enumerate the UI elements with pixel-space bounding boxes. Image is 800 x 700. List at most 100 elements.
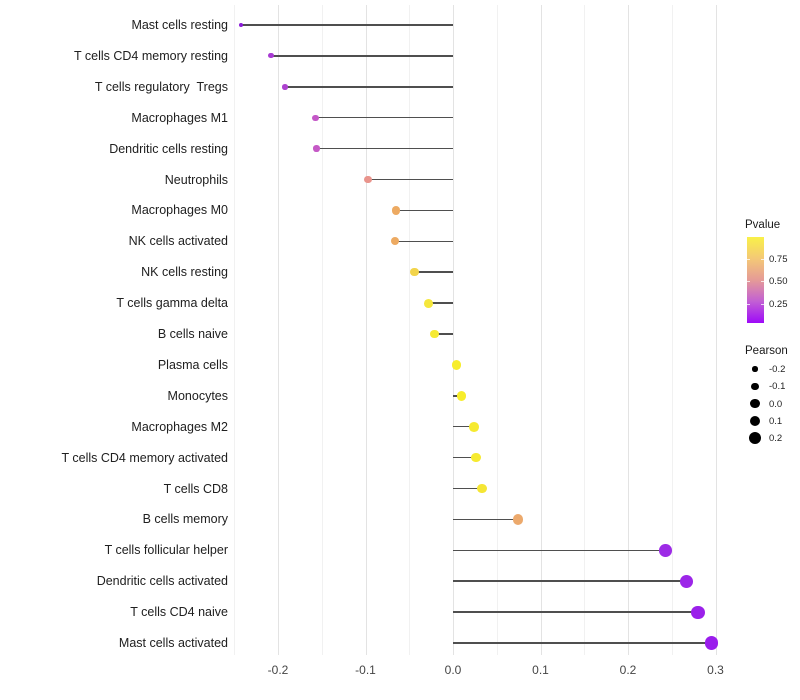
lollipop-stick (453, 580, 687, 582)
lollipop-stick (285, 86, 453, 88)
lollipop-dot (392, 206, 401, 215)
pvalue-colorbar (747, 237, 764, 323)
y-axis-label: NK cells activated (128, 234, 228, 249)
gridline-minor (234, 5, 236, 655)
lollipop-dot (313, 145, 320, 152)
pvalue-tick-label: 0.50 (769, 276, 788, 287)
colorbar-notch (747, 281, 750, 282)
lollipop-dot (659, 544, 672, 557)
lollipop-stick (453, 549, 666, 552)
x-axis-tick-label: 0.3 (707, 663, 724, 677)
lollipop-stick (395, 240, 453, 243)
lollipop-dot (364, 175, 372, 184)
lollipop-dot (312, 114, 319, 121)
gridline-minor (409, 5, 411, 655)
pearson-legend-title: Pearson (745, 345, 788, 357)
y-axis-label: Mast cells resting (131, 18, 228, 32)
colorbar-notch (761, 304, 764, 305)
lollipop-stick (434, 333, 453, 335)
colorbar-notch (761, 259, 764, 260)
pearson-legend-label: 0.0 (769, 398, 783, 410)
gridline-major (715, 5, 717, 655)
y-axis-label: T cells gamma delta (116, 296, 228, 311)
y-axis-label: Macrophages M2 (131, 419, 228, 434)
lollipop-stick (315, 116, 453, 119)
lollipop-dot (680, 574, 694, 588)
lollipop-dot (476, 483, 487, 494)
x-axis-tick-label: -0.1 (355, 663, 376, 677)
y-axis-label: Neutrophils (164, 172, 228, 187)
pearson-legend-label: -0.2 (769, 364, 786, 375)
lollipop-dot (430, 329, 440, 339)
lollipop-stick (453, 456, 476, 459)
lollipop-dot (282, 84, 288, 90)
lollipop-stick (241, 24, 453, 26)
y-axis-label: Plasma cells (157, 357, 228, 372)
x-axis-tick-label: 0.2 (619, 663, 637, 677)
lollipop-dot (424, 298, 433, 308)
x-axis-tick-label: 0.1 (532, 663, 549, 677)
y-axis-label: Mast cells activated (118, 636, 228, 650)
lollipop-dot (691, 605, 705, 619)
lollipop-dot (469, 421, 479, 432)
gridline-major (453, 5, 454, 655)
y-axis-label: Dendritic cells activated (96, 574, 228, 589)
pvalue-tick-label: 0.25 (769, 299, 788, 310)
gridline-major (278, 5, 279, 655)
y-axis-label: Macrophages M1 (131, 110, 228, 125)
y-axis-label: T cells CD4 memory resting (74, 48, 228, 63)
lollipop-dot (451, 360, 462, 370)
y-axis-label: Monocytes (167, 388, 228, 403)
y-axis-label: T cells CD4 naive (130, 605, 228, 620)
lollipop-stick (453, 611, 698, 613)
pearson-legend-label: 0.1 (769, 415, 783, 427)
lollipop-stick (368, 178, 453, 181)
lollipop-dot (410, 267, 419, 277)
pearson-legend-label: 0.2 (769, 433, 783, 445)
y-axis-label: Macrophages M0 (131, 203, 228, 218)
y-axis-label: Dendritic cells resting (109, 141, 228, 156)
gridline-major (365, 5, 367, 655)
lollipop-stick (453, 518, 518, 521)
pearson-legend-dot (751, 382, 759, 391)
pvalue-tick-label: 0.75 (769, 254, 788, 265)
lollipop-dot (704, 636, 718, 650)
lollipop-stick (414, 271, 453, 273)
gridline-major (540, 5, 542, 655)
lollipop-dot (268, 53, 274, 59)
colorbar-notch (761, 281, 764, 282)
colorbar-notch (747, 259, 750, 260)
y-axis-label: B cells memory (142, 512, 228, 527)
lollipop-dot (470, 452, 481, 463)
lollipop-stick (396, 209, 453, 212)
y-axis-label: NK cells resting (141, 265, 228, 280)
gridline-minor (496, 5, 498, 655)
lollipop-stick (453, 642, 712, 644)
gridline-minor (584, 5, 586, 655)
x-axis-tick-label: -0.2 (267, 663, 289, 677)
gridline-minor (671, 5, 673, 655)
y-axis-label: T cells CD8 (163, 481, 228, 496)
y-axis-label: T cells follicular helper (104, 543, 228, 558)
y-axis-label: B cells naive (157, 327, 228, 341)
gridline-minor (321, 5, 323, 655)
lollipop-stick (453, 425, 474, 428)
pvalue-legend-title: Pvalue (745, 219, 781, 231)
y-axis-label: T cells CD4 memory activated (61, 450, 229, 465)
pearson-legend-dot (748, 432, 762, 445)
y-axis-label: T cells regulatory Tregs (94, 79, 228, 94)
gridline-major (628, 5, 629, 655)
lollipop-stick (271, 55, 453, 57)
lollipop-stick (428, 302, 453, 304)
lollipop-stick (453, 487, 482, 490)
lollipop-stick (316, 147, 453, 150)
pearson-legend-dot (750, 398, 760, 409)
pearson-legend-dot (752, 366, 758, 372)
lollipop-dot (391, 237, 400, 246)
pearson-legend-label: -0.1 (769, 381, 786, 393)
lollipop-dot (457, 391, 467, 401)
x-axis-tick-label: 0.0 (444, 663, 462, 677)
colorbar-notch (747, 304, 750, 305)
lollipop-dot (239, 23, 244, 27)
